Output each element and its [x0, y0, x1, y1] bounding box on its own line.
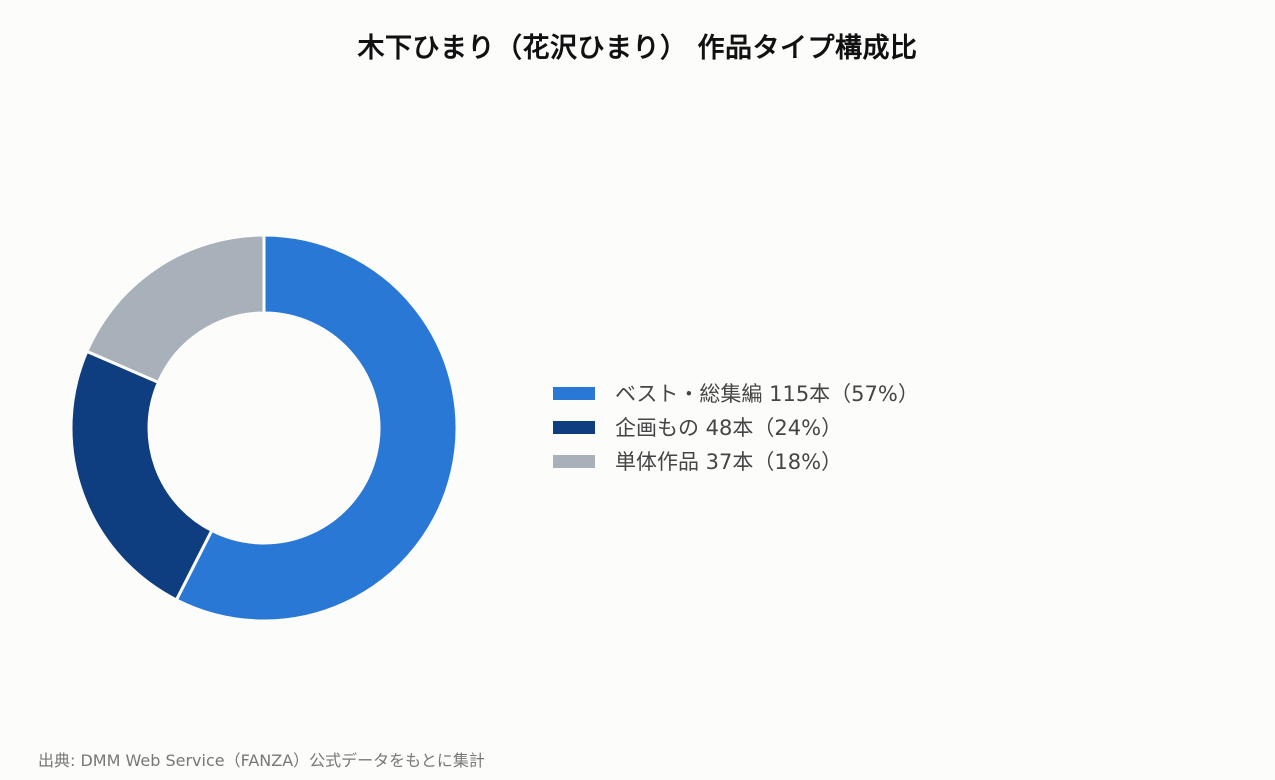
legend-item-planning: 企画もの 48本（24%）	[553, 410, 919, 444]
donut-slices	[69, 233, 459, 623]
legend-label-planning: 企画もの 48本（24%）	[615, 416, 843, 440]
legend-swatch-planning	[553, 420, 595, 434]
source-note: 出典: DMM Web Service（FANZA）公式データをもとに集計	[38, 751, 485, 770]
donut-slice-planning	[69, 349, 214, 602]
legend-item-best-collection: ベスト・総集編 115本（57%）	[553, 376, 919, 410]
chart-legend: ベスト・総集編 115本（57%） 企画もの 48本（24%） 単体作品 37本…	[553, 376, 919, 478]
legend-swatch-best-collection	[553, 386, 595, 400]
donut-slice-best-collection	[174, 233, 459, 623]
legend-label-best-collection: ベスト・総集編 115本（57%）	[615, 382, 919, 406]
legend-swatch-solo-works	[553, 454, 595, 468]
donut-slice-solo-works	[85, 233, 266, 384]
chart-title: 木下ひまり（花沢ひまり） 作品タイプ構成比	[357, 33, 918, 64]
legend-label-solo-works: 単体作品 37本（18%）	[615, 450, 843, 474]
legend-item-solo-works: 単体作品 37本（18%）	[553, 444, 919, 478]
